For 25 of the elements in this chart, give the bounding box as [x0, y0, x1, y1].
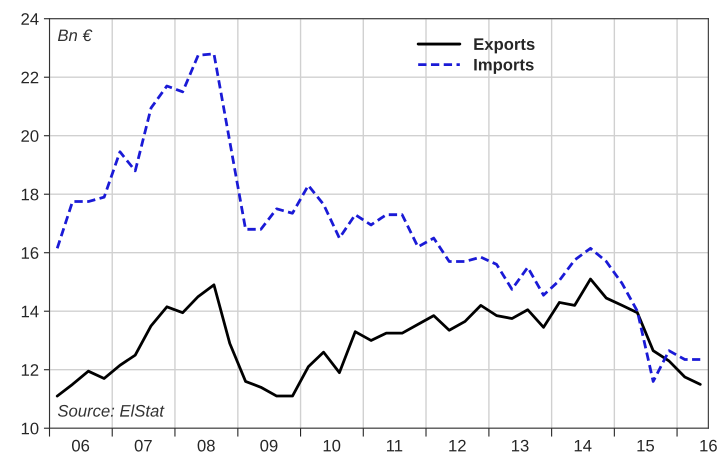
x-tick-label: 16: [700, 440, 717, 452]
y-tick-label: 22: [21, 72, 38, 84]
annotation: Bn €: [58, 29, 92, 42]
x-tick-label: 12: [449, 440, 466, 452]
y-tick-label: 14: [22, 306, 39, 318]
line-series: [56, 52, 702, 383]
x-tick-label: 15: [637, 440, 654, 452]
x-tick-label: 07: [134, 440, 152, 452]
x-tick-label: 10: [324, 440, 340, 452]
x-tick-label: 11: [387, 440, 402, 452]
y-tick-label: 12: [22, 364, 38, 376]
y-tick-label: 20: [21, 130, 38, 142]
legend-label: Exports: [474, 38, 535, 54]
y-tick-label: 18: [22, 188, 38, 200]
annotation: Source: ElStat: [58, 404, 165, 417]
x-tick-label: 13: [512, 440, 529, 452]
legend-label: Imports: [474, 58, 534, 74]
y-tick-label: 24: [21, 13, 39, 25]
y-tick-label: 16: [22, 247, 38, 259]
x-tick-label: 14: [574, 440, 592, 452]
x-tick-label: 06: [72, 440, 90, 452]
y-tick-label: 10: [22, 422, 38, 434]
x-tick-label: 08: [198, 440, 215, 452]
x-tick-label: 09: [260, 440, 278, 452]
line-series: [56, 278, 702, 398]
